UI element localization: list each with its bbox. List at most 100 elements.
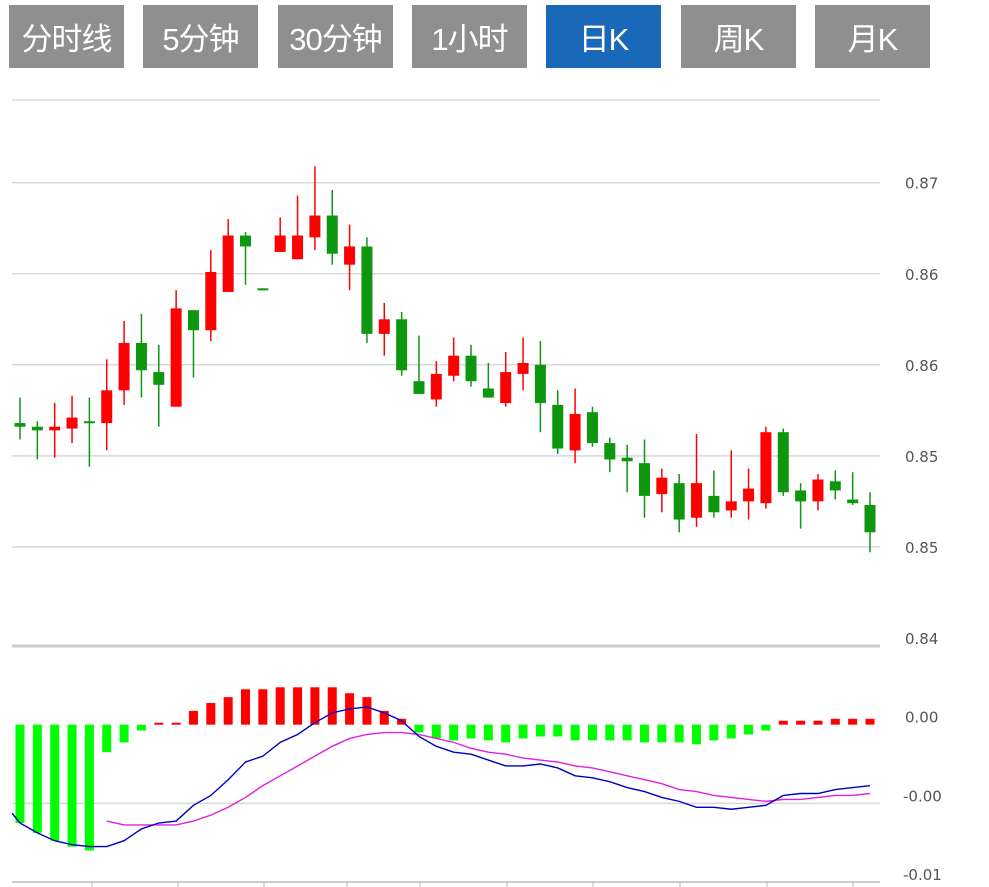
- macd-bar: [657, 724, 667, 743]
- candle-down: [187, 310, 199, 331]
- candle-down: [257, 288, 269, 291]
- tab-2[interactable]: 30分钟: [278, 5, 393, 68]
- macd-bar: [275, 687, 285, 725]
- candle-down: [673, 483, 685, 520]
- tab-1[interactable]: 5分钟: [143, 5, 258, 68]
- candle-up: [274, 235, 286, 252]
- candle-down: [361, 246, 373, 334]
- candle-down: [795, 490, 807, 502]
- candle-up: [118, 342, 130, 391]
- candle-down: [708, 495, 720, 513]
- macd-bar: [379, 710, 389, 725]
- macd-bar: [431, 724, 441, 739]
- candle-up: [725, 501, 737, 511]
- tab-5[interactable]: 周K: [681, 5, 796, 68]
- candle-down: [153, 372, 165, 385]
- candle-up: [222, 235, 234, 292]
- macd-bar: [709, 724, 719, 741]
- macd-bar: [605, 724, 615, 741]
- macd-bar: [414, 724, 424, 733]
- candle-up: [500, 372, 512, 404]
- macd-bar: [848, 718, 858, 725]
- macd-bar: [553, 724, 563, 737]
- macd-bar: [570, 724, 580, 741]
- macd-bar: [310, 687, 320, 725]
- candle-up: [205, 271, 217, 331]
- macd-bar: [692, 724, 702, 745]
- candle-up: [743, 488, 755, 502]
- macd-bar: [778, 720, 788, 725]
- price-tick-label: 0.86: [905, 266, 938, 284]
- macd-bar: [102, 724, 112, 753]
- macd-bar: [761, 724, 771, 731]
- macd-bar: [84, 724, 94, 851]
- candle-down: [135, 342, 147, 371]
- macd-bar: [154, 722, 164, 725]
- macd-bar: [796, 720, 806, 725]
- macd-bar: [223, 697, 233, 725]
- candle-up: [66, 417, 78, 429]
- macd-bar: [15, 724, 25, 823]
- tab-6[interactable]: 月K: [815, 5, 930, 68]
- candle-down: [864, 504, 876, 533]
- candle-down: [552, 404, 564, 449]
- candle-down: [326, 215, 338, 254]
- candle-up: [101, 390, 113, 424]
- macd-bar: [622, 724, 632, 741]
- candle-up: [309, 215, 321, 238]
- candle-up: [170, 308, 182, 407]
- macd-tick-label: -0.01: [903, 866, 942, 884]
- macd-bar: [67, 724, 77, 847]
- macd-bar: [119, 724, 129, 743]
- price-tick-label: 0.84: [905, 630, 938, 648]
- macd-bar: [501, 724, 511, 743]
- macd-bar: [188, 710, 198, 725]
- candle-up: [517, 362, 529, 374]
- candle-down: [604, 443, 616, 460]
- candle-down: [638, 463, 650, 496]
- macd-bar: [518, 724, 528, 739]
- candle-down: [396, 319, 408, 371]
- macd-bar: [449, 724, 459, 741]
- macd-bar: [258, 689, 268, 725]
- candle-down: [829, 481, 841, 491]
- candle-up: [49, 426, 61, 431]
- candle-up: [760, 432, 772, 504]
- candle-down: [240, 235, 252, 247]
- macd-bar: [50, 724, 60, 841]
- macd-bar: [830, 718, 840, 725]
- candle-down: [413, 381, 425, 394]
- price-tick-label: 0.87: [905, 175, 938, 193]
- candle-down: [621, 457, 633, 462]
- macd-bar: [639, 724, 649, 743]
- macd-bar: [587, 724, 597, 741]
- tab-4[interactable]: 日K: [546, 5, 661, 68]
- macd-bar: [865, 718, 875, 725]
- macd-bar: [744, 724, 754, 735]
- price-tick-label: 0.86: [905, 357, 938, 375]
- macd-bar: [327, 687, 337, 725]
- candle-up: [430, 373, 442, 400]
- macd-bar: [483, 724, 493, 741]
- dif-line: [11, 706, 871, 848]
- candle-up: [812, 479, 824, 502]
- macd-bar: [362, 697, 372, 725]
- macd-bar: [674, 724, 684, 743]
- macd-tick-label: -0.00: [903, 787, 942, 805]
- tab-0[interactable]: 分时线: [9, 5, 124, 68]
- macd-bar: [535, 724, 545, 737]
- tab-3[interactable]: 1小时: [412, 5, 527, 68]
- candle-down: [31, 426, 43, 431]
- macd-bar: [206, 703, 216, 725]
- macd-bar: [293, 687, 303, 725]
- candle-down: [847, 499, 859, 504]
- macd-tick-label: 0.00: [905, 709, 938, 727]
- candle-up: [448, 355, 460, 376]
- dea-line: [106, 731, 871, 826]
- price-tick-label: 0.85: [905, 448, 938, 466]
- macd-bar: [466, 724, 476, 739]
- macd-bar: [171, 722, 181, 725]
- candle-up: [691, 483, 703, 518]
- candle-down: [586, 412, 598, 444]
